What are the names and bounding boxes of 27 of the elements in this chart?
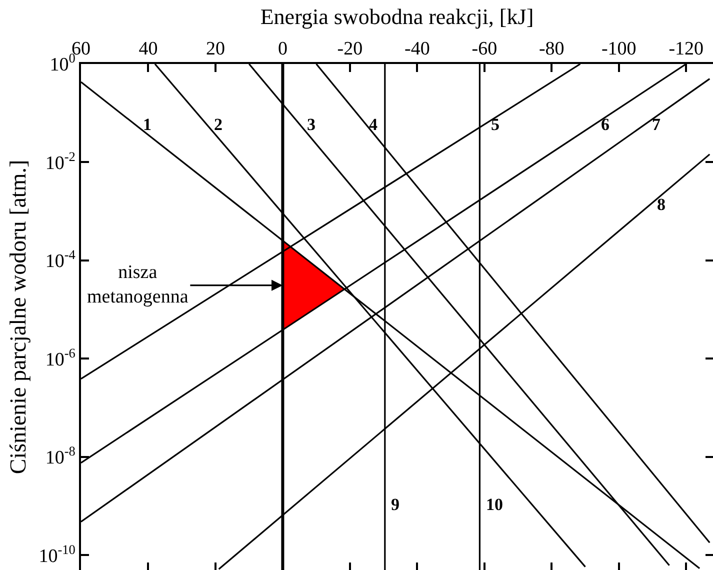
x-tick-label: -40 (404, 38, 430, 60)
x-tick-label: -100 (601, 38, 636, 60)
series-label: 10 (486, 495, 503, 514)
y-tick-label: 10$^{-2}$ (45, 148, 76, 174)
x-tick-label: -80 (538, 38, 564, 60)
series-label: 2 (214, 115, 222, 134)
series-label: 1 (143, 115, 152, 134)
series-label: 9 (391, 495, 400, 514)
x-tick-label: -120 (668, 38, 704, 60)
series-label: 3 (307, 115, 316, 134)
series-label: 6 (601, 115, 610, 134)
y-tick-label: 10$^{-6}$ (45, 345, 76, 370)
series-label: 8 (657, 195, 666, 214)
x-tick-label: -20 (337, 38, 363, 60)
x-tick-label: 0 (278, 38, 288, 60)
y-tick-label: 10$^{-4}$ (45, 247, 76, 272)
y-tick-label: 10$^{-8}$ (45, 444, 76, 469)
x-axis-title: Energia swobodna reakcji, [kJ] (260, 4, 534, 29)
x-tick-label: 40 (138, 38, 158, 60)
x-tick-label: 20 (206, 38, 225, 60)
series-label: 4 (369, 115, 378, 134)
annotation: nisza metanogenna (87, 262, 189, 308)
y-tick-label: 10$^{-10}$ (38, 542, 76, 567)
series-label: 7 (652, 115, 661, 134)
x-tick-label: -60 (472, 38, 498, 60)
y-axis-title: Ciśnienie parcjalne wodoru [atm.] (6, 160, 31, 474)
series-label: 5 (491, 115, 500, 134)
